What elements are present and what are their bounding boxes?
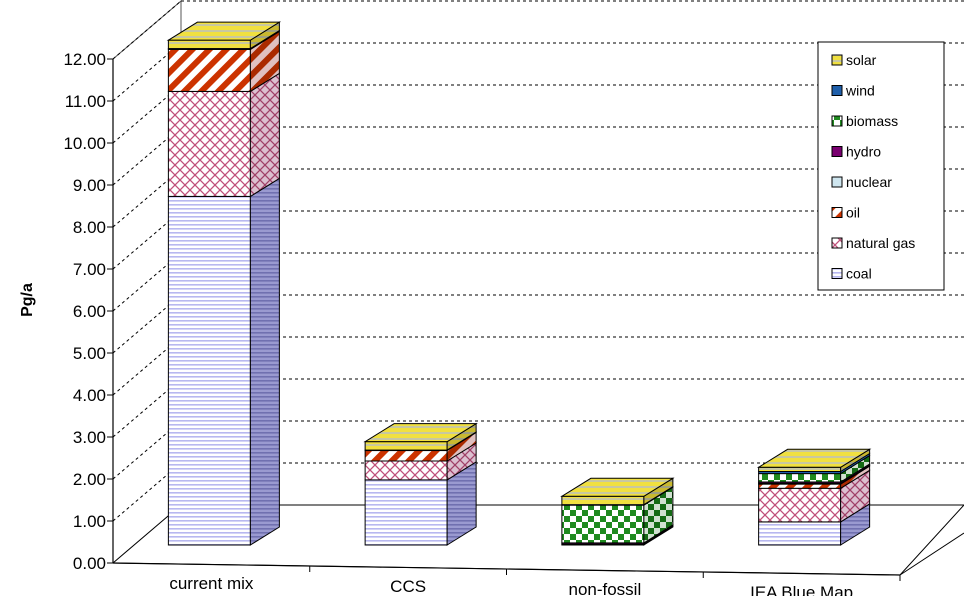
bar-solar [758, 466, 842, 472]
grid-and-walls [111, 0, 964, 576]
bar-stack-current-mix [166, 21, 282, 546]
legend-swatch-oil [831, 207, 843, 218]
x-tick-label: non-fossil [568, 580, 641, 596]
bar-oil [167, 48, 251, 92]
bar-oil [758, 483, 842, 489]
y-tick-label: 7.00 [73, 260, 106, 279]
bar-natural-gas [167, 90, 251, 197]
bar-coal [758, 521, 842, 546]
y-tick-label: 8.00 [73, 218, 106, 237]
bar-stack-iea-blue-map [756, 448, 872, 546]
axes: 0.00 1.00 2.00 3.00 4.00 5.00 6.00 7.00 8.00 9.00… [63, 50, 901, 596]
bar-natural-gas [758, 487, 842, 523]
bar-top [560, 477, 675, 497]
legend-label-biomass: biomass [846, 113, 898, 129]
bar-top [756, 448, 872, 468]
legend-label-nuclear: nuclear [846, 174, 892, 190]
legend-label-natural-gas: natural gas [846, 235, 915, 251]
legend-label-wind: wind [845, 83, 875, 99]
legend-swatch-solar [831, 54, 843, 66]
legend-swatch-natural-gas [831, 237, 843, 249]
y-tick-label: 10.00 [63, 134, 106, 153]
y-tick-label: 12.00 [63, 50, 106, 69]
y-tick-label: 0.00 [73, 554, 106, 573]
y-tick-label: 5.00 [73, 344, 106, 363]
bar-solar [561, 495, 645, 506]
legend-label-hydro: hydro [846, 144, 881, 160]
floor-right-edge [899, 532, 964, 576]
legend-label-solar: solar [846, 52, 877, 68]
y-tick-label: 11.00 [65, 92, 106, 111]
y-tick-label: 1.00 [73, 512, 106, 531]
bar-oil [364, 450, 448, 462]
bars [166, 21, 872, 546]
bar-coal [167, 195, 251, 546]
bar-biomass [561, 504, 645, 544]
bar-solar [167, 39, 251, 50]
bar-biomass [758, 473, 842, 483]
legend: solar wind biomass hydro nuclear oil natural g… [817, 41, 945, 291]
x-tick-label: current mix [169, 574, 254, 593]
y-axis-label: Pg/a [19, 283, 36, 317]
legend-label-coal: coal [846, 266, 872, 282]
y-tick-label: 9.00 [73, 176, 106, 195]
legend-box [817, 41, 945, 291]
y-tick-label: 4.00 [73, 386, 106, 405]
x-tick-label: CCS [390, 577, 426, 596]
y-tick-label: 3.00 [73, 428, 106, 447]
legend-label-oil: oil [846, 205, 860, 221]
bar-natural-gas [364, 460, 448, 481]
bar-side-coal [249, 177, 280, 546]
y-tick-label: 2.00 [73, 470, 106, 489]
legend-swatch-coal [831, 268, 843, 279]
gridline-depth [112, 0, 182, 60]
legend-swatch-nuclear [831, 176, 843, 188]
bar-side-natural-gas [249, 72, 280, 198]
bar-top [363, 423, 478, 443]
x-tick-label: IEA Blue Map [750, 583, 853, 596]
bar-stack-non-fossil [560, 477, 675, 546]
legend-swatch-hydro [831, 146, 843, 157]
bar-coal [364, 479, 448, 546]
bar-top [166, 21, 282, 41]
legend-swatch-biomass [831, 115, 843, 127]
y-tick-label: 6.00 [73, 302, 106, 321]
bar-stack-ccs [363, 422, 478, 546]
bar-solar [364, 441, 448, 451]
legend-swatch-wind [831, 85, 843, 96]
